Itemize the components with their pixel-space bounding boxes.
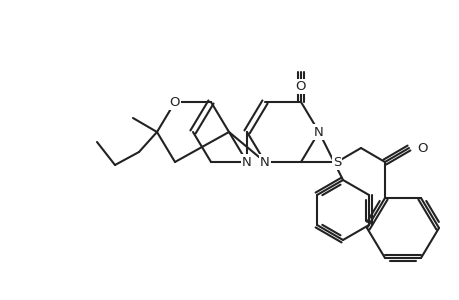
Text: S: S (332, 155, 341, 169)
Text: N: N (313, 125, 323, 139)
Text: O: O (295, 80, 306, 93)
Text: O: O (169, 95, 180, 109)
Text: N: N (259, 155, 269, 169)
Text: N: N (241, 155, 252, 169)
Text: O: O (416, 142, 426, 154)
